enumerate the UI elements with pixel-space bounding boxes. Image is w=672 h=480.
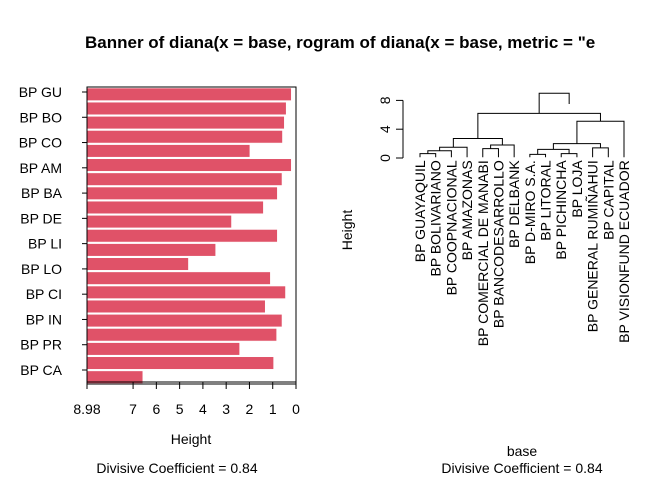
banner-y-tick-label: BP CI <box>26 286 62 302</box>
banner-bar <box>86 342 240 356</box>
banner-bar <box>86 328 277 342</box>
dendrogram-leaf-label: BP CAPITAL <box>600 160 616 240</box>
dendrogram-tree <box>419 92 625 158</box>
dendrogram-leaf-labels: BP GUAYAQUIL BP BOLIVARIANO BP COOPNACIONA… <box>412 160 632 347</box>
dendrogram-leaf-label: BP LOJA <box>569 160 585 218</box>
dendrogram-branch <box>477 112 601 139</box>
dendrogram-leaf-label: BP GENERAL RUMIÑAHUI <box>585 160 601 332</box>
banner-y-axis: BP GU BP BO BP CO BP AM BP BA BP DE BP LI BP LO… <box>19 84 87 378</box>
banner-plot: BP GU BP BO BP CO BP AM BP BA BP DE BP LI BP LO… <box>19 84 300 476</box>
dendrogram-x-axis-label: base <box>507 443 538 459</box>
banner-y-tick-label: BP CO <box>19 135 62 151</box>
dendrogram-leaf-label: BP PICHINCHA <box>553 160 569 260</box>
banner-bar <box>86 313 283 328</box>
banner-bar <box>86 229 278 243</box>
dendrogram-branch <box>560 153 578 158</box>
banner-bar <box>86 144 251 158</box>
dendrogram-branch <box>538 92 570 114</box>
dendrogram-leaf-label: BP BANCODESARROLLO <box>490 160 506 328</box>
banner-bar <box>86 356 274 370</box>
banner-bar <box>86 214 232 229</box>
dendrogram-branch <box>482 148 499 158</box>
dendrogram-branch <box>452 138 503 148</box>
banner-x-axis-label: Height <box>171 431 212 447</box>
banner-plot-frame <box>86 86 297 385</box>
banner-y-tick-label: BP LI <box>28 236 62 252</box>
banner-y-tick-label: BP LO <box>21 261 62 277</box>
banner-x-tick-label: 5 <box>176 401 184 417</box>
banner-y-tick-label: BP PR <box>20 337 62 353</box>
dendrogram-branch <box>419 153 437 158</box>
dendrogram-leaf-label: BP COOPNACIONAL <box>443 160 459 295</box>
banner-x-tick-label: 0 <box>292 401 300 417</box>
banner-bar <box>86 186 278 200</box>
banner-y-tick-label: BP AM <box>19 160 62 176</box>
dendrogram-y-tick-label: 4 <box>377 125 393 133</box>
dendrogram-leaf-label: BP COMERCIAL DE MANABI <box>475 160 491 346</box>
banner-y-tick-label: BP BA <box>21 185 63 201</box>
dendrogram-branch <box>439 146 468 158</box>
dendrogram-y-axis: 0 4 8 <box>377 96 404 162</box>
banner-bar <box>86 271 271 285</box>
banner-bar <box>86 243 217 257</box>
banner-y-tick-label: BP GU <box>19 84 62 100</box>
banner-x-tick-label: 2 <box>246 401 254 417</box>
banner-y-tick-label: BP IN <box>26 311 62 327</box>
banner-x-tick-label: 6 <box>152 401 160 417</box>
banner-x-tick-label: 8.98 <box>73 401 100 417</box>
banner-x-axis: 8.98 7 6 5 4 3 2 1 0 <box>73 381 300 417</box>
banner-bar <box>86 115 285 130</box>
dendrogram-plot: 048 Height BP GUAYAQUIL BP BOLIVARIANO BP … <box>339 92 632 476</box>
chart-title: Banner of diana(x = base, rogram of dian… <box>85 33 595 52</box>
dendrogram-footer: Divisive Coefficient = 0.84 <box>441 460 602 476</box>
banner-bar <box>86 158 292 172</box>
banner-bar <box>86 299 266 314</box>
banner-y-tick-label: BP DE <box>20 210 62 226</box>
dendrogram-leaf-label: BP D-MIRO S.A. <box>522 160 538 264</box>
banner-x-tick-label: 4 <box>199 401 207 417</box>
dendrogram-branch <box>490 144 515 158</box>
dendrogram-branch <box>592 147 609 158</box>
dendrogram-leaf-label: BP BOLIVARIANO <box>428 160 444 276</box>
banner-x-tick-label: 1 <box>269 401 277 417</box>
banner-bar <box>86 257 189 271</box>
dendrogram-branch <box>576 120 625 158</box>
banner-bar <box>86 101 287 116</box>
dendrogram-y-tick-label: 0 <box>377 154 393 162</box>
banner-bar <box>86 130 283 144</box>
dendrogram-y-axis-label: Height <box>339 210 355 251</box>
dendrogram-leaf-label: BP LITORAL <box>538 160 554 241</box>
dendrogram-leaf-label: BP VISIONFUND ECUADOR <box>616 160 632 343</box>
dendrogram-branch <box>529 153 547 158</box>
banner-bar <box>86 87 292 101</box>
dendrogram-leaf-label: BP GUAYAQUIL <box>412 160 428 262</box>
banner-bar <box>86 172 283 186</box>
banner-x-tick-label: 7 <box>129 401 137 417</box>
banner-x-tick-label: 3 <box>222 401 230 417</box>
banner-footer: Divisive Coefficient = 0.84 <box>96 460 257 476</box>
banner-y-tick-label: BP BO <box>19 109 62 125</box>
dendrogram-branch <box>552 143 601 150</box>
dendrogram-y-tick-label: 8 <box>377 96 393 104</box>
dendrogram-leaf-label: BP AMAZONAS <box>459 160 475 260</box>
banner-bars <box>86 87 292 384</box>
banner-bar <box>86 285 286 299</box>
banner-bar <box>86 200 264 215</box>
banner-y-tick-label: BP CA <box>20 362 62 378</box>
dendrogram-leaf-label: BP DELBANK <box>506 160 522 248</box>
